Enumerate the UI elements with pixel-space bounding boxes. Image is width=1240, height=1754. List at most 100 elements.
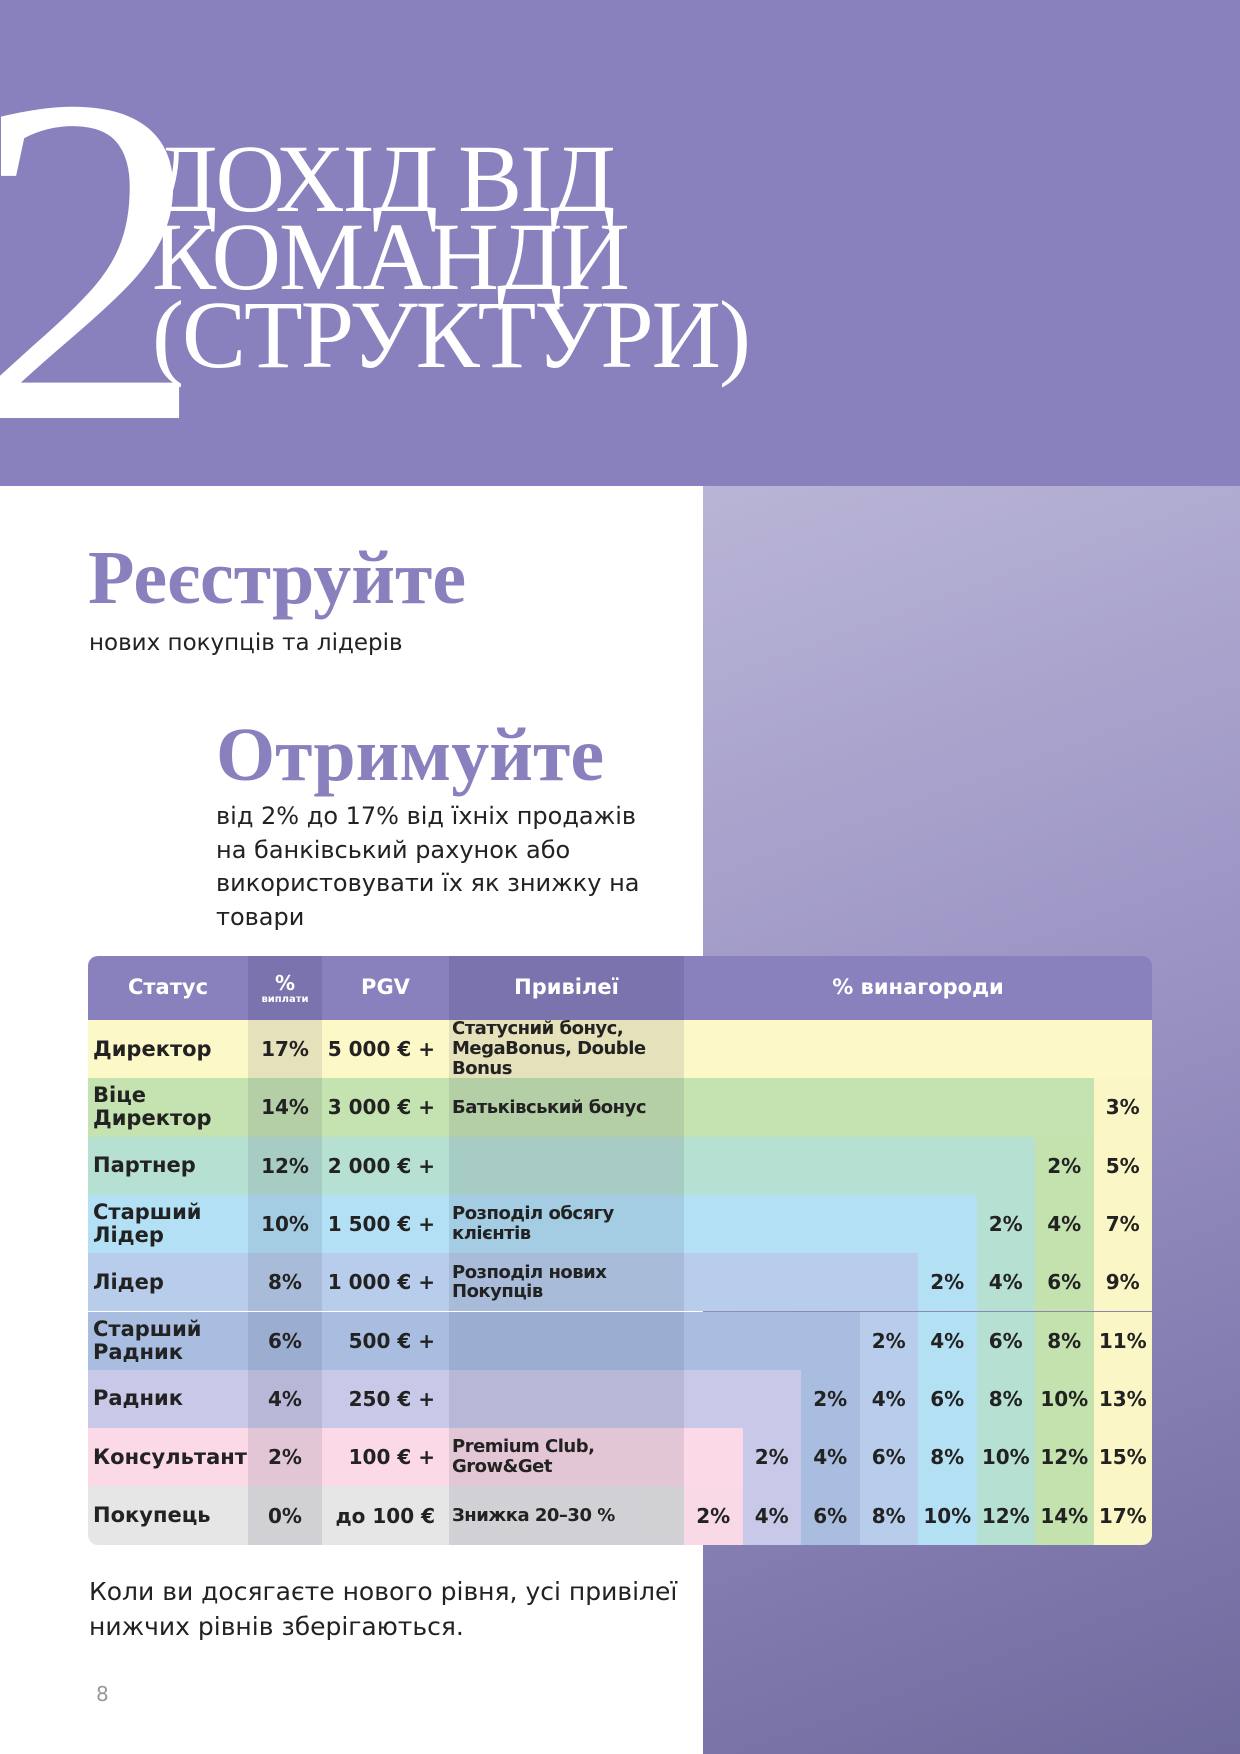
reward-cell: 4% [918,1311,977,1370]
percent-cell: 17% [248,1020,322,1079]
percent-cell: 8% [248,1253,322,1312]
status-cell: Лідер [88,1253,248,1312]
title-line: КОМАНДИ [152,203,630,310]
header-text: % [274,970,296,995]
empty-cell [1035,1078,1094,1137]
privileges-cell [449,1136,684,1195]
reward-cell: 8% [918,1428,977,1487]
empty-cell [742,1369,801,1429]
status-cell: Директор [88,1020,248,1079]
empty-cell [859,1136,918,1195]
reward-cell: 2% [742,1428,801,1487]
table: Статус% виплати PGV Привілеї% винагороди Дир… [88,956,1152,1545]
percent-cell: 14% [248,1078,322,1137]
text: нових покупців та лідерів [89,630,403,656]
empty-cell [801,1311,860,1370]
empty-cell [918,1136,977,1195]
text: від 2% до 17% від їхніх продажів на банк… [216,800,639,934]
empty-cell [742,1253,801,1312]
pgv-cell: 5 000 € + [322,1020,449,1079]
empty-cell [742,1311,801,1370]
privileges-cell: Розподіл нових Покупців [449,1253,684,1312]
title-line: ДОХІД ВІД [152,125,616,232]
reward-cell: 10% [976,1428,1035,1487]
privileges-cell: Знижка 20–30 % [449,1486,684,1545]
status-cell: Партнер [88,1136,248,1195]
reward-cell: 2% [801,1369,860,1429]
header-cell: Привілеї [449,956,684,1020]
pgv-cell: 2 000 € + [322,1136,449,1195]
empty-cell [976,1020,1035,1079]
empty-cell [742,1136,801,1195]
header-band [0,0,1240,486]
empty-cell [684,1136,743,1195]
reward-cell: 4% [742,1486,801,1545]
empty-cell [859,1253,918,1312]
empty-cell [801,1020,860,1079]
pgv-cell: 1 500 € + [322,1194,449,1254]
empty-cell [859,1020,918,1079]
empty-cell [684,1311,743,1370]
reward-cell: 2% [918,1253,977,1312]
reward-cell: 2% [859,1311,918,1370]
reward-cell: 6% [859,1428,918,1487]
empty-cell [684,1369,743,1429]
big-number: 2 [0,0,205,520]
header-cell: Статус [88,956,248,1020]
empty-cell [1093,1020,1152,1079]
page-number: 8 [96,1682,109,1706]
reward-cell: 7% [1093,1194,1152,1254]
empty-cell [801,1253,860,1312]
pgv-cell: до 100 € [322,1486,449,1545]
reward-cell: 11% [1093,1311,1152,1370]
reward-cell: 4% [859,1369,918,1429]
text-line: від 2% до 17% від їхніх продажів [216,802,637,830]
reward-cell: 6% [1035,1253,1094,1312]
footer-note: Коли ви досягаєте нового рівня, усі прив… [89,1577,678,1641]
text-line: використовувати їх як знижку на [216,869,640,897]
pgv-cell: 1 000 € + [322,1253,449,1312]
privileges-cell: Статусний бонус, MegaBonus, Double Bonus [449,1019,684,1078]
empty-cell [742,1194,801,1254]
reward-cell: 2% [1035,1136,1094,1195]
empty-cell [684,1194,743,1254]
empty-cell [918,1020,977,1079]
empty-cell [976,1136,1035,1195]
header-text: виплати [261,993,309,1005]
reward-cell: 6% [918,1369,977,1429]
empty-cell [742,1078,801,1137]
pgv-cell: 100 € + [322,1428,449,1487]
status-cell: Старший Радник [88,1311,248,1370]
title-line: (СТРУКТУРИ) [152,281,751,388]
heading: Реєструйте [88,536,467,620]
empty-cell [684,1428,743,1487]
header-title: ДОХІД ВІД КОМАНДИ (СТРУКТУРИ) [152,125,751,388]
privileges-cell: Розподіл обсягу клієнтів [449,1194,684,1254]
reward-cell: 12% [1035,1428,1094,1487]
status-cell: Покупець [88,1486,248,1545]
reward-cell: 6% [801,1486,860,1545]
status-cell: Радник [88,1369,248,1429]
heading: Отримуйте [216,713,605,797]
empty-cell [1035,1020,1094,1079]
empty-cell [801,1194,860,1254]
empty-cell [918,1078,977,1137]
empty-cell [684,1020,743,1079]
empty-cell [976,1078,1035,1137]
reward-cell: 8% [976,1369,1035,1429]
empty-cell [684,1253,743,1312]
empty-cell [684,1078,743,1137]
percent-cell: 12% [248,1136,322,1195]
percent-cell: 6% [248,1311,322,1370]
text-line: товари [216,902,305,931]
status-cell: Старший Лідер [88,1194,248,1254]
header-cell: % винагороди [684,956,1152,1020]
reward-cell: 6% [976,1311,1035,1370]
header-cell: PGV [322,956,449,1020]
text-line: на банківський рахунок або [216,835,571,864]
header-cell: % виплати [248,956,322,1020]
reward-cell: 9% [1093,1253,1152,1312]
empty-cell [859,1194,918,1254]
empty-cell [742,1020,801,1079]
